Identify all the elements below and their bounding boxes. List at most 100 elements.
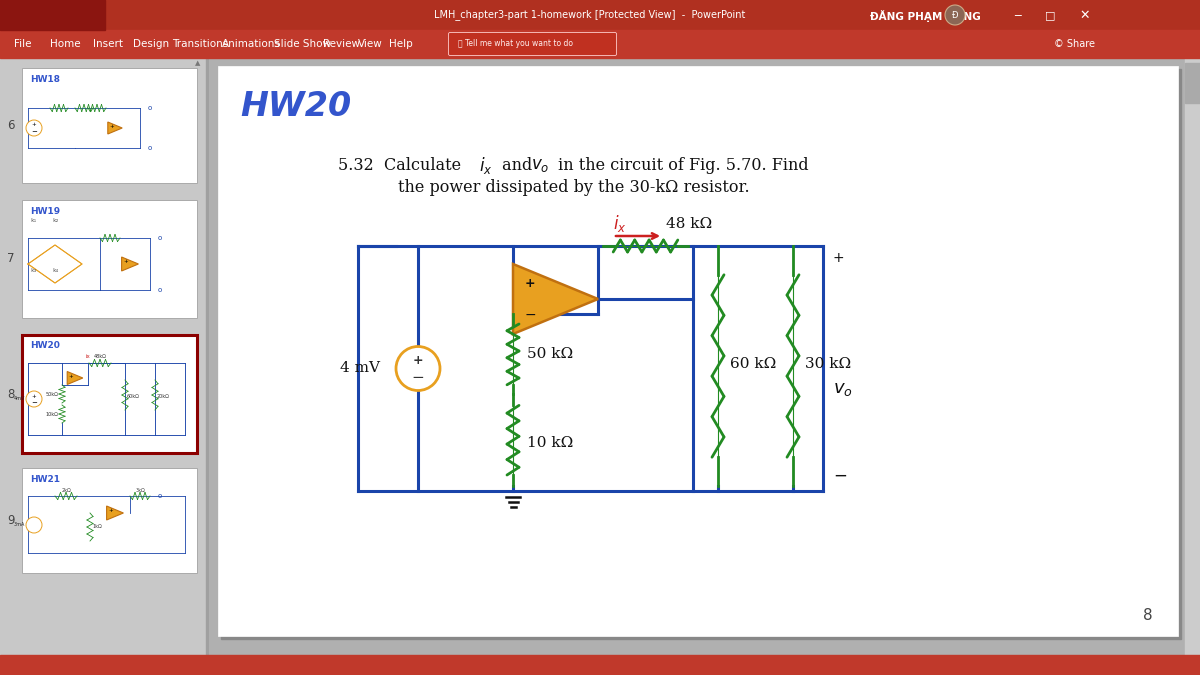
Text: −: − (31, 129, 37, 135)
Text: k₂: k₂ (52, 218, 59, 223)
Text: 48 kΩ: 48 kΩ (666, 217, 712, 231)
Text: 4 mV: 4 mV (340, 362, 380, 375)
Text: © Share: © Share (1055, 39, 1096, 49)
Text: Đ: Đ (952, 11, 959, 20)
Text: ▲: ▲ (196, 60, 200, 66)
Text: ĐĂNG PHẠM HỒNG: ĐĂNG PHẠM HỒNG (870, 8, 980, 22)
Text: 3mA: 3mA (13, 522, 25, 527)
Bar (1186, 63, 1200, 103)
Text: □: □ (1045, 10, 1055, 20)
Text: HW20: HW20 (30, 342, 60, 350)
Text: the power dissipated by the 30-kΩ resistor.: the power dissipated by the 30-kΩ resist… (398, 180, 750, 196)
Text: $i_x$: $i_x$ (479, 155, 493, 176)
Text: 50 kΩ: 50 kΩ (527, 348, 574, 361)
Text: $v_o$: $v_o$ (530, 156, 550, 174)
Polygon shape (514, 264, 598, 334)
Text: +: + (124, 259, 128, 265)
Text: −: − (526, 307, 536, 321)
Text: Animations: Animations (222, 39, 281, 49)
Bar (0, 0, 106, 30)
Bar (206, 58, 208, 675)
Bar (22, 200, 197, 318)
Text: k₃: k₃ (30, 268, 36, 273)
FancyBboxPatch shape (449, 32, 617, 55)
Text: ─: ─ (1014, 10, 1020, 20)
Bar (0, 30, 1200, 58)
Bar (22, 468, 197, 573)
Text: 8: 8 (7, 387, 14, 400)
Text: 3kΩ: 3kΩ (136, 487, 145, 493)
Bar (0, 0, 1200, 30)
Text: Insert: Insert (94, 39, 124, 49)
Text: +: + (526, 277, 535, 290)
Bar (0, 58, 208, 675)
Text: HW19: HW19 (30, 207, 60, 215)
Bar (218, 66, 1178, 636)
Text: 20kΩ: 20kΩ (157, 394, 170, 398)
Text: +: + (108, 508, 113, 514)
Text: +: + (31, 122, 36, 128)
Text: Review: Review (323, 39, 360, 49)
Text: Home: Home (50, 39, 80, 49)
Text: Design: Design (133, 39, 169, 49)
Text: 50kΩ: 50kΩ (46, 392, 58, 396)
Text: 10kΩ: 10kΩ (46, 412, 58, 416)
Text: 2kΩ: 2kΩ (61, 487, 71, 493)
Text: +: + (833, 251, 845, 265)
Circle shape (26, 120, 42, 136)
Text: HW18: HW18 (30, 74, 60, 84)
Text: View: View (358, 39, 383, 49)
Text: ix: ix (85, 354, 90, 360)
Text: Slide Show: Slide Show (274, 39, 331, 49)
Text: −: − (412, 370, 425, 385)
Bar (1186, 58, 1200, 655)
Text: 🔍 Tell me what you want to do: 🔍 Tell me what you want to do (458, 40, 574, 49)
Text: o: o (158, 235, 162, 241)
Text: Help: Help (389, 39, 413, 49)
Text: 1kΩ: 1kΩ (92, 524, 102, 529)
Text: o: o (148, 145, 152, 151)
Text: $v_o$: $v_o$ (833, 379, 853, 398)
Text: 6: 6 (7, 119, 14, 132)
Text: and: and (497, 157, 538, 175)
Text: 60kΩ: 60kΩ (127, 394, 140, 398)
Text: o: o (158, 493, 162, 499)
Text: in the circuit of Fig. 5.70. Find: in the circuit of Fig. 5.70. Find (553, 157, 809, 175)
Text: 8: 8 (1144, 608, 1153, 624)
Text: 10 kΩ: 10 kΩ (527, 435, 574, 450)
Text: HW20: HW20 (240, 90, 352, 122)
Text: 5.32  Calculate: 5.32 Calculate (338, 157, 467, 175)
Text: +: + (31, 394, 36, 398)
Text: +: + (413, 354, 424, 367)
Circle shape (946, 5, 965, 25)
Text: 60 kΩ: 60 kΩ (730, 356, 776, 371)
Text: 4mV: 4mV (13, 396, 25, 402)
Bar (0, 655, 1200, 675)
Text: k₁: k₁ (30, 218, 36, 223)
Text: $i_x$: $i_x$ (613, 213, 626, 234)
Text: 30 kΩ: 30 kΩ (805, 356, 851, 371)
Text: File: File (14, 39, 31, 49)
Polygon shape (108, 122, 122, 134)
Text: +: + (109, 124, 114, 129)
Text: k₄: k₄ (52, 268, 59, 273)
Polygon shape (67, 371, 83, 385)
Circle shape (396, 346, 440, 391)
Text: 9: 9 (7, 514, 14, 527)
Text: −: − (31, 400, 37, 406)
Polygon shape (121, 257, 138, 271)
Text: o: o (158, 287, 162, 293)
Bar (221, 69, 1181, 639)
Text: −: − (833, 467, 847, 485)
Text: +: + (68, 373, 73, 379)
Text: LMH_chapter3-part 1-homework [Protected View]  -  PowerPoint: LMH_chapter3-part 1-homework [Protected … (434, 9, 745, 20)
Bar (22, 68, 197, 183)
Text: Transitions: Transitions (172, 39, 228, 49)
Text: ✕: ✕ (1080, 9, 1091, 22)
Text: 48kΩ: 48kΩ (94, 354, 107, 360)
Polygon shape (107, 506, 124, 520)
Circle shape (26, 391, 42, 407)
Text: o: o (148, 105, 152, 111)
Text: 7: 7 (7, 252, 14, 265)
Circle shape (26, 517, 42, 533)
